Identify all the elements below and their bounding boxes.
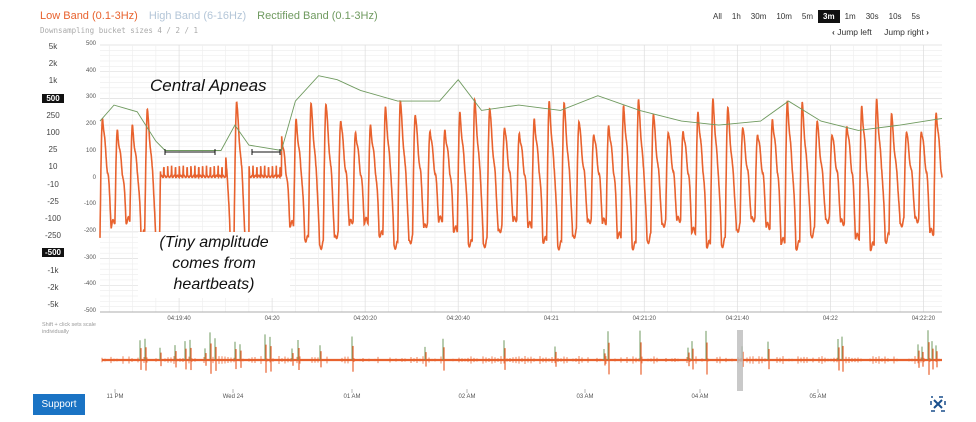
range-button-3m[interactable]: 3m (818, 10, 840, 23)
range-button-10m[interactable]: 10m (776, 12, 792, 21)
scale-button--5k[interactable]: -5k (47, 300, 59, 309)
x-tick-label: 04:20 (264, 316, 280, 322)
navigator-x-tick-label: 02 AM (458, 394, 476, 400)
scale-button--10[interactable]: -10 (47, 179, 59, 189)
scale-button--100[interactable]: -100 (44, 214, 61, 223)
legend-low-band[interactable]: Low Band (0.1-3Hz) (40, 10, 138, 22)
navigator-x-tick-label: 05 AM (809, 394, 827, 400)
navigator-x-tick-label: 04 AM (691, 394, 709, 400)
range-button-5m[interactable]: 5m (801, 12, 814, 21)
support-button[interactable]: Support (33, 394, 85, 415)
jump-controls: ‹ Jump left Jump right › (832, 27, 939, 37)
x-tick-label: 04:21 (543, 316, 559, 322)
range-button-All[interactable]: All (713, 12, 722, 21)
y-tick-label: -500 (83, 308, 96, 314)
x-tick-label: 04:21:40 (725, 316, 749, 322)
navigator-x-tick-label: 01 AM (343, 394, 361, 400)
scale-button-10[interactable]: 10 (48, 162, 58, 172)
y-tick-label: 500 (85, 41, 96, 47)
scale-button-500[interactable]: 500 (42, 93, 64, 103)
navigator-x-tick-label: 03 AM (576, 394, 594, 400)
navigator-x-tick-label: Wed 24 (222, 394, 244, 400)
scale-button-1k[interactable]: 1k (48, 76, 58, 86)
scale-button--25[interactable]: -25 (47, 196, 59, 206)
x-tick-label: 04:22 (822, 316, 838, 322)
legend-high-band[interactable]: High Band (6-16Hz) (148, 10, 247, 22)
scale-hint: Shift + click sets scale individually (42, 322, 96, 335)
y-tick-label: 100 (85, 147, 96, 154)
range-button-1m[interactable]: 1m (844, 12, 856, 21)
range-button-1h[interactable]: 1h (731, 12, 741, 21)
navigator-x-tick-label: 11 PM (106, 394, 124, 400)
y-tick-label: -200 (83, 227, 96, 234)
scale-button-25[interactable]: 25 (48, 145, 58, 155)
scale-button--250[interactable]: -250 (44, 231, 61, 241)
navigator-selection-window[interactable] (737, 330, 743, 391)
jump-right-button[interactable]: Jump right › (884, 27, 929, 37)
annotation-tiny-amplitude: (Tiny amplitude comes from heartbeats) (138, 232, 290, 298)
jump-right-label: Jump right (884, 27, 924, 37)
range-button-5s[interactable]: 5s (911, 12, 920, 21)
range-button-30m[interactable]: 30m (750, 12, 767, 21)
range-button-30s[interactable]: 30s (865, 12, 879, 21)
x-tick-label: 04:20:40 (446, 316, 470, 322)
x-tick-label: 04:21:20 (632, 316, 656, 322)
chevron-right-icon: › (926, 27, 929, 37)
scale-button-250[interactable]: 250 (46, 110, 60, 120)
scale-button-100[interactable]: 100 (46, 128, 60, 137)
annotation-central-apneas: Central Apneas (150, 76, 267, 95)
x-tick-label: 04:20:20 (353, 316, 377, 322)
low-band-line (99, 96, 943, 252)
scale-button--1k[interactable]: -1k (47, 265, 59, 275)
legend-rectified-band[interactable]: Rectified Band (0.1-3Hz) (257, 10, 378, 22)
chevron-left-icon: ‹ (832, 27, 835, 37)
rectified-band-line (99, 75, 943, 152)
range-button-10s[interactable]: 10s (888, 12, 902, 21)
y-tick-label: 400 (85, 67, 96, 74)
y-tick-label: -400 (83, 281, 96, 288)
range-selector: All 1h 30m 10m 5m 3m 1m 30s 10s 5s (708, 10, 925, 23)
y-tick-label: -300 (83, 254, 96, 261)
y-tick-label: 300 (85, 94, 96, 101)
y-tick-label: 0 (92, 174, 96, 181)
downsampling-info: Downsampling bucket sizes 4 / 2 / 1 (40, 26, 199, 35)
scale-button--500[interactable]: -500 (42, 248, 64, 258)
expand-icon[interactable] (930, 396, 946, 412)
jump-left-label: Jump left (837, 27, 872, 37)
y-tick-label: -100 (83, 201, 96, 208)
scale-button--2k[interactable]: -2k (47, 282, 59, 292)
x-tick-label: 04:19:40 (167, 316, 191, 322)
scale-button-2k[interactable]: 2k (48, 59, 58, 69)
y-tick-label: 200 (85, 121, 96, 128)
legend: Low Band (0.1-3Hz) High Band (6-16Hz) Re… (40, 10, 386, 22)
scale-button-5k[interactable]: 5k (48, 42, 58, 51)
jump-left-button[interactable]: ‹ Jump left (832, 27, 872, 37)
x-tick-label: 04:22:20 (911, 316, 936, 322)
